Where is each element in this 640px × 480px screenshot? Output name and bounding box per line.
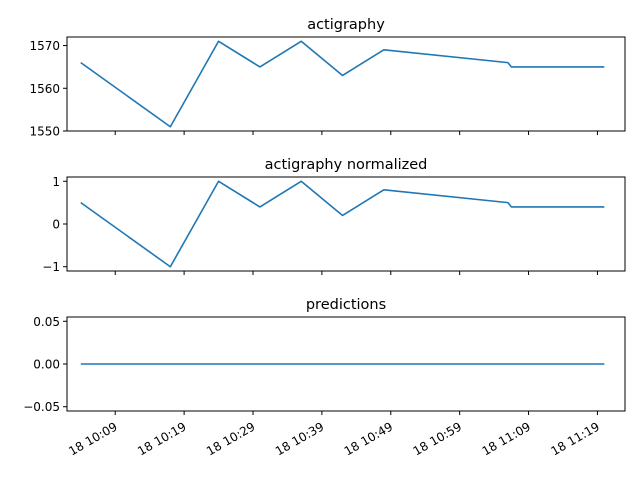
x-tick-label: 18 11:09 (480, 419, 533, 458)
y-tick-label: −0.05 (23, 400, 60, 414)
plot-frame (66, 176, 626, 272)
y-tick-label: 0.00 (33, 358, 60, 372)
series-line-1 (80, 40, 605, 128)
x-tick-label: 18 10:19 (135, 419, 188, 458)
x-tick-label: 18 10:59 (411, 419, 464, 458)
panel-title: actigraphy normalized (265, 157, 428, 173)
y-tick-label: 1560 (29, 82, 60, 96)
y-tick-label: 1 (52, 175, 60, 189)
x-tick-label: 18 10:39 (273, 419, 326, 458)
x-tick-label: 18 10:29 (204, 419, 257, 458)
panel-2: actigraphy normalized −1 0 1 (42, 157, 626, 275)
x-tick-label: 18 11:19 (548, 419, 601, 458)
y-tick-label: 0.05 (33, 315, 60, 329)
plot-frame (66, 36, 626, 132)
panel-1: actigraphy 1550 1560 1570 (29, 17, 626, 139)
panel-3: predictions −0.05 0.00 0.05 18 10:09 18 10:19… (23, 297, 626, 458)
y-tick-label: 1550 (29, 125, 60, 139)
y-tick-label: −1 (42, 260, 60, 274)
panel-title: actigraphy (307, 17, 385, 33)
series-line-1 (80, 180, 605, 268)
x-tick-label: 18 10:49 (342, 419, 395, 458)
y-tick-label: 0 (52, 218, 60, 232)
y-tick-label: 1570 (29, 39, 60, 53)
x-tick-label: 18 10:09 (66, 419, 119, 458)
panel-title: predictions (306, 297, 386, 313)
